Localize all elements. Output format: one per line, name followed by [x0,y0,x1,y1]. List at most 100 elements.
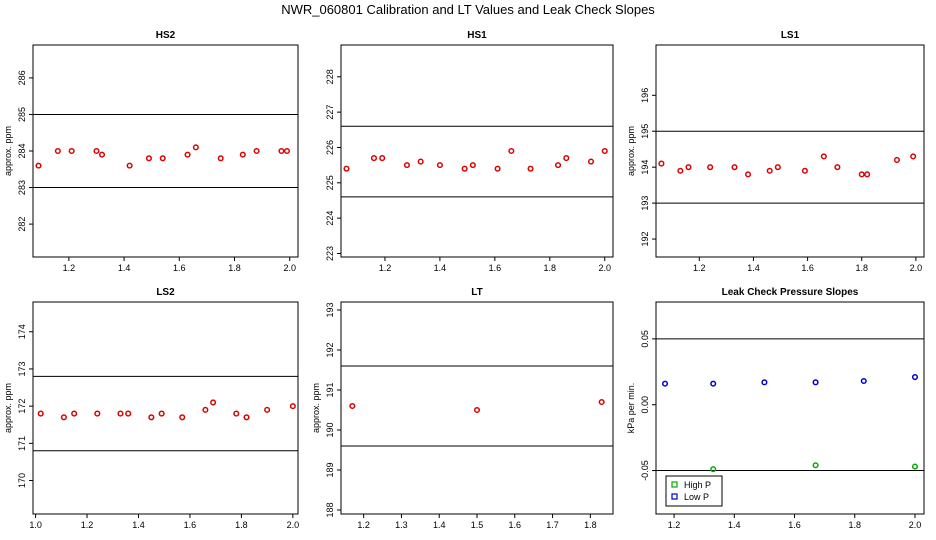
data-point [508,147,515,155]
y-tick-label: 224 [325,211,335,226]
data-point [93,147,100,155]
data-point [677,167,684,174]
data-point [243,414,250,421]
data-point [71,410,78,417]
y-tick-label: 191 [325,382,335,397]
y-tick-label: 190 [325,422,335,437]
data-point [126,162,133,169]
y-tick-label: 192 [325,342,335,357]
x-tick-label: 1.6 [184,520,197,530]
data-point [598,398,605,406]
data-point [60,414,67,421]
x-tick-label: 1.2 [81,520,94,530]
y-tick-label: 173 [17,361,27,376]
y-tick-label: 226 [325,140,335,155]
x-tick-label: 1.4 [433,520,446,530]
y-tick-label: 284 [17,143,27,158]
x-tick-label: 1.8 [855,263,868,273]
y-tick-label: 192 [640,232,650,247]
x-tick-label: 1.2 [668,520,681,530]
y-tick-label: 0.05 [640,330,650,348]
x-tick-label: 1.4 [434,263,447,273]
y-axis-label: kPa per min. [626,383,636,434]
y-tick-label: 283 [17,180,27,195]
data-point [910,153,917,160]
panel-title: LS2 [156,287,175,298]
y-tick-label: 193 [325,302,335,317]
x-tick-label: 1.8 [228,263,241,273]
y-axis-label: approx. ppm [3,383,13,433]
data-point [370,155,378,162]
y-axis-label: approx. ppm [626,126,636,176]
x-tick-label: 1.7 [546,520,559,530]
figure-title: NWR_060801 Calibration and LT Values and… [281,2,655,17]
data-point [685,164,692,171]
legend-box [665,475,723,507]
plot-frame [655,44,925,258]
data-point [37,410,44,417]
x-tick-label: 1.3 [395,520,408,530]
data-point [658,160,665,167]
legend-marker [671,493,678,500]
legend-label: Low P [684,492,709,502]
y-tick-label: -0.05 [640,460,650,481]
data-point [159,155,166,162]
x-tick-label: 1.5 [471,520,484,530]
y-tick-label: 172 [17,399,27,414]
data-point [179,414,186,421]
panel-ls2: LS2 approx. ppm 1.0 1.2 1.4 1.6 1.8 2.0 170 171 17… [3,287,299,530]
panel-title: Leak Check Pressure Slopes [722,287,859,298]
data-point [54,147,61,155]
y-tick-label: 171 [17,436,27,451]
x-tick-label: 1.6 [788,520,801,530]
y-tick-label: 223 [325,246,335,261]
data-point [834,164,841,171]
x-tick-label: 2.0 [909,520,922,530]
data-point [766,167,773,174]
data-point [563,155,570,162]
data-point [731,164,738,171]
y-tick-label: 196 [640,88,650,103]
data-point [35,162,42,169]
data-point [379,155,386,162]
data-point [761,379,768,386]
data-point [233,410,240,417]
y-tick-label: 0.00 [640,396,650,414]
legend-label: High P [684,480,711,490]
data-point [812,462,819,469]
y-axis-label: approx. ppm [311,383,321,433]
plot-frame [32,301,299,515]
x-tick-label: 1.8 [235,520,248,530]
y-tick-label: 286 [17,70,27,85]
data-point [864,171,871,178]
y-tick-label: 195 [640,124,650,139]
panel-hs1: HS1 1.2 1.4 1.6 1.8 2.0 223 224 225 226 227 228 [325,30,614,273]
x-tick-label: 1.4 [118,263,131,273]
x-tick-label: 2.0 [287,520,300,530]
data-point [417,158,424,165]
data-point [217,155,224,162]
y-tick-label: 170 [17,473,27,488]
x-tick-label: 1.4 [132,520,145,530]
panel-title: HS2 [156,30,176,41]
data-point [148,414,155,421]
data-point [192,144,199,151]
panel-leak: Leak Check Pressure Slopes kPa per min. 1.… [626,287,925,530]
data-point [278,147,285,155]
y-tick-label: 225 [325,175,335,190]
data-point [601,147,608,155]
x-tick-label: 1.6 [173,263,186,273]
data-point [911,463,919,470]
data-point [94,410,101,417]
y-tick-label: 227 [325,105,335,120]
x-tick-label: 1.2 [379,263,392,273]
data-point [820,153,827,160]
x-tick-label: 1.6 [489,263,502,273]
data-point [812,379,819,386]
x-tick-label: 1.2 [693,263,706,273]
panels: HS2 approx. ppm 1.2 1.4 1.6 1.8 2.0 282 283 284 28… [3,30,925,530]
data-point [349,402,356,410]
data-point [710,380,717,387]
panel-ls1: LS1 approx. ppm 1.2 1.4 1.6 1.8 2.0 192 193 194 19… [626,30,925,273]
